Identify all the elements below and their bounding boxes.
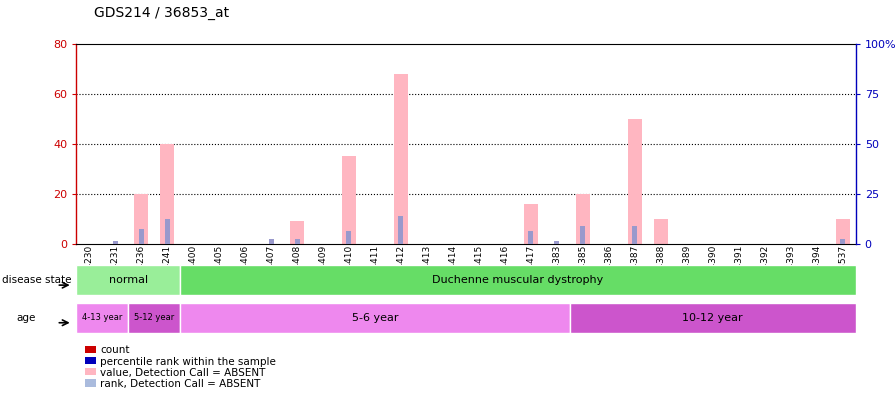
Text: 4-13 year: 4-13 year: [82, 313, 123, 322]
Bar: [840, 238, 845, 244]
Text: GDS214 / 36853_at: GDS214 / 36853_at: [94, 6, 229, 20]
Bar: [347, 231, 351, 244]
Text: disease state: disease state: [2, 275, 72, 285]
Text: age: age: [16, 313, 36, 323]
Bar: [394, 74, 408, 244]
Text: value, Detection Call = ABSENT: value, Detection Call = ABSENT: [100, 367, 266, 378]
Bar: [76, 265, 180, 295]
Bar: [581, 226, 585, 244]
Bar: [180, 303, 570, 333]
Text: rank, Detection Call = ABSENT: rank, Detection Call = ABSENT: [100, 379, 261, 389]
Text: percentile rank within the sample: percentile rank within the sample: [100, 356, 276, 367]
Bar: [654, 219, 668, 244]
Bar: [342, 156, 356, 244]
Bar: [134, 194, 148, 244]
Bar: [529, 231, 533, 244]
Bar: [570, 303, 856, 333]
Bar: [524, 204, 538, 244]
Bar: [128, 303, 180, 333]
Bar: [633, 226, 637, 244]
Text: count: count: [100, 345, 130, 356]
Bar: [180, 265, 856, 295]
Bar: [399, 216, 403, 244]
Bar: [295, 238, 299, 244]
Bar: [269, 238, 273, 244]
Bar: [113, 241, 117, 244]
Text: 5-12 year: 5-12 year: [134, 313, 174, 322]
Bar: [76, 303, 128, 333]
Text: Duchenne muscular dystrophy: Duchenne muscular dystrophy: [432, 275, 604, 285]
Bar: [628, 118, 642, 244]
Text: 5-6 year: 5-6 year: [352, 313, 398, 323]
Bar: [290, 221, 304, 244]
Bar: [139, 228, 143, 244]
Bar: [836, 219, 849, 244]
Text: normal: normal: [108, 275, 148, 285]
Bar: [555, 241, 559, 244]
Bar: [165, 219, 169, 244]
Bar: [576, 194, 590, 244]
Text: 10-12 year: 10-12 year: [683, 313, 743, 323]
Bar: [160, 143, 174, 244]
